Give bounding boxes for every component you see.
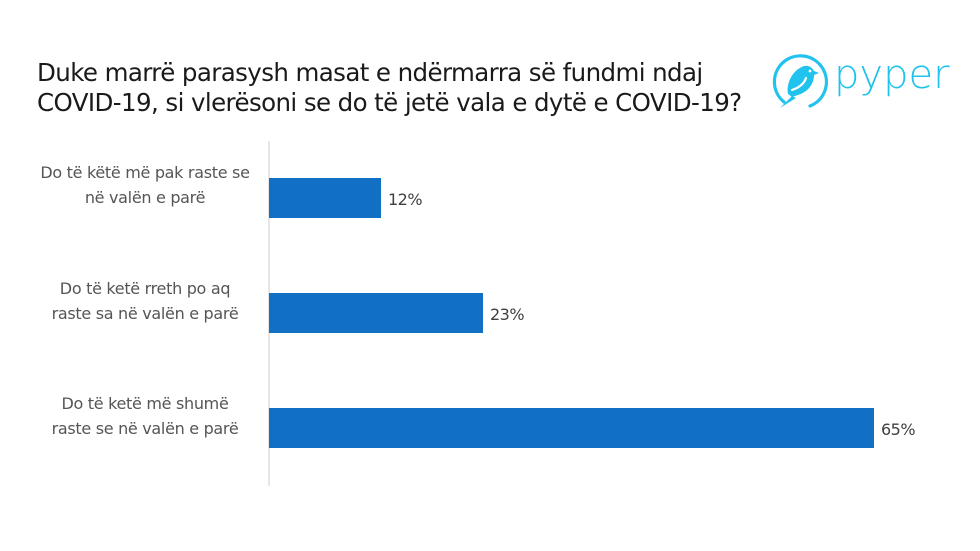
- value-label: 65%: [881, 420, 916, 439]
- value-label: 23%: [490, 305, 525, 324]
- chart-title: Duke marrë parasysh masat e ndërmarra së…: [37, 58, 742, 117]
- bar: [269, 293, 483, 333]
- category-label: Do të ketë rreth po aq raste sa në valën…: [51, 279, 239, 323]
- bird-in-circle-icon: [772, 54, 828, 108]
- bar: [269, 178, 381, 218]
- value-label: 12%: [388, 190, 423, 209]
- category-label: Do të ketë më shumë raste se në valën e …: [51, 394, 239, 438]
- bar: [269, 408, 874, 448]
- logo-text: pyper: [834, 52, 950, 98]
- category-label: Do të këtë më pak raste se në valën e pa…: [40, 163, 250, 207]
- pyper-logo: pyper: [770, 50, 970, 112]
